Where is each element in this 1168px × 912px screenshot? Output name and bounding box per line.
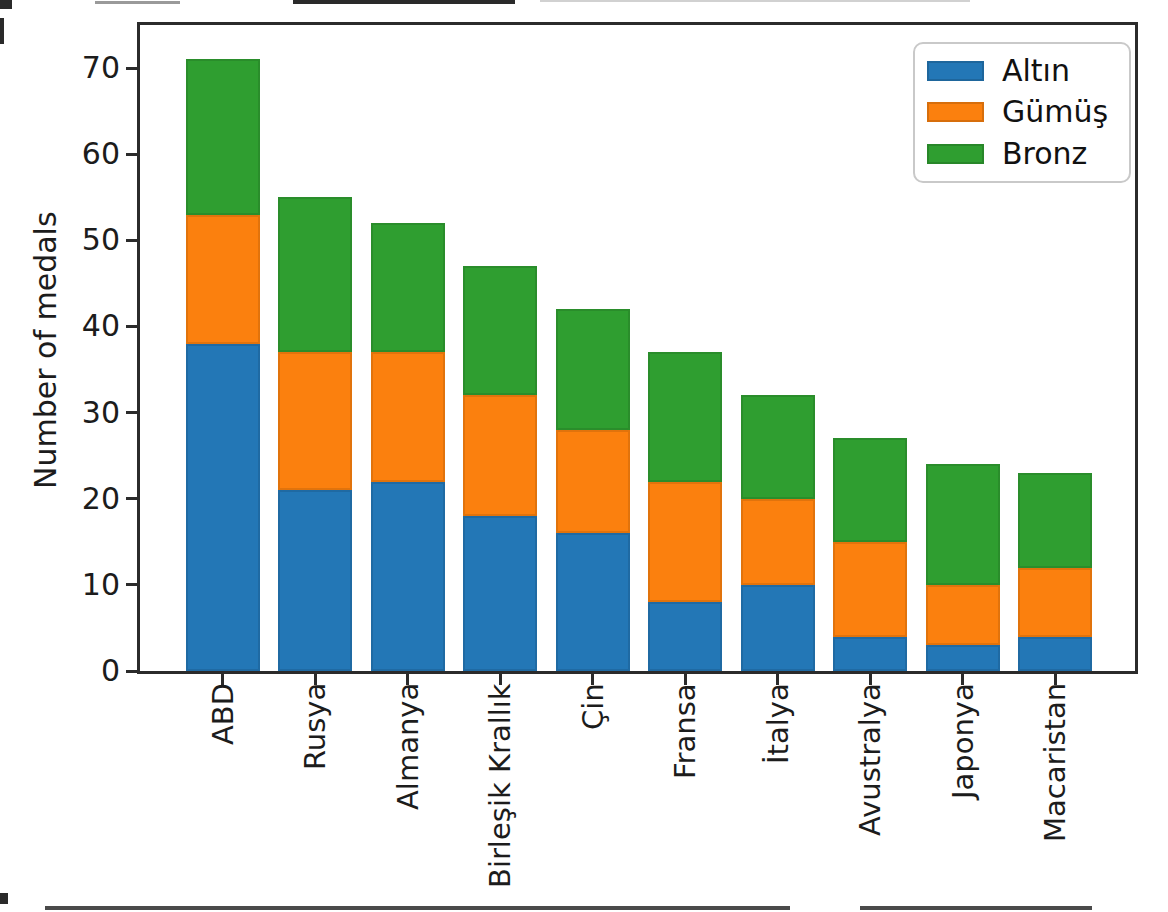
y-tick-label: 50 — [48, 225, 120, 255]
bar-Rusya — [278, 197, 352, 671]
bar-segment-Gümüş-Macaristan — [1018, 568, 1092, 637]
bar-segment-Bronz-İtalya — [741, 395, 815, 498]
bar-segment-Bronz-Birleşik Krallık — [463, 266, 537, 395]
bar-Almanya — [371, 223, 445, 671]
y-tick-label: 60 — [48, 139, 120, 169]
edge-artifact — [0, 893, 8, 904]
bar-segment-Gümüş-Almanya — [371, 352, 445, 481]
bar-Macaristan — [1018, 473, 1092, 671]
y-tick-label: 70 — [48, 53, 120, 83]
y-tick-mark — [126, 67, 140, 70]
bar-segment-Altın-Avustralya — [833, 637, 907, 671]
x-tick-label: Çin — [575, 683, 611, 911]
y-tick-label: 40 — [48, 311, 120, 341]
bar-segment-Altın-İtalya — [741, 585, 815, 671]
y-tick-mark — [126, 239, 140, 242]
x-tick-label: Birleşik Krallık — [482, 683, 518, 911]
edge-artifact — [0, 0, 12, 9]
x-tick-label: Almanya — [390, 683, 426, 911]
figure: Number of medals 010203040506070 ABDRusy… — [0, 0, 1168, 912]
bar-segment-Bronz-Avustralya — [833, 438, 907, 541]
y-tick-mark — [126, 497, 140, 500]
x-tick-label: Rusya — [297, 683, 333, 911]
bar-segment-Altın-Rusya — [278, 490, 352, 671]
x-tick-label: Fransa — [667, 683, 703, 911]
y-tick-label: 10 — [48, 570, 120, 600]
x-tick-label: ABD — [205, 683, 241, 911]
legend-swatch-Gümüş — [927, 102, 984, 122]
bar-segment-Altın-Almanya — [371, 482, 445, 671]
legend-row-Altın: Altın — [927, 55, 1117, 87]
bar-segment-Gümüş-Rusya — [278, 352, 352, 490]
legend-label-Bronz: Bronz — [1002, 138, 1087, 170]
edge-artifact — [0, 18, 4, 44]
x-tick-label: Japonya — [945, 683, 981, 911]
legend-row-Gümüş: Gümüş — [927, 96, 1117, 128]
y-tick-mark — [126, 153, 140, 156]
y-tick-label: 20 — [48, 484, 120, 514]
y-tick-label: 0 — [48, 656, 120, 686]
x-tick-label: İtalya — [760, 683, 796, 911]
bar-İtalya — [741, 395, 815, 671]
edge-artifact — [540, 0, 970, 2]
bar-Fransa — [648, 352, 722, 671]
bar-segment-Bronz-Fransa — [648, 352, 722, 481]
y-tick-mark — [126, 411, 140, 414]
y-tick-mark — [126, 325, 140, 328]
legend-swatch-Altın — [927, 61, 984, 81]
legend: Altın Gümüş Bronz — [913, 42, 1131, 183]
bar-segment-Gümüş-Avustralya — [833, 542, 907, 637]
y-tick-mark — [126, 670, 140, 673]
y-tick-label: 30 — [48, 398, 120, 428]
legend-swatch-Bronz — [927, 144, 984, 164]
bar-segment-Gümüş-Fransa — [648, 482, 722, 603]
bar-segment-Gümüş-ABD — [186, 215, 260, 344]
bar-segment-Gümüş-İtalya — [741, 499, 815, 585]
bar-segment-Bronz-Çin — [556, 309, 630, 430]
edge-artifact — [95, 1, 180, 4]
bar-segment-Altın-Fransa — [648, 602, 722, 671]
bar-ABD — [186, 59, 260, 671]
bar-segment-Bronz-Macaristan — [1018, 473, 1092, 568]
bar-segment-Altın-ABD — [186, 344, 260, 671]
bar-segment-Altın-Japonya — [926, 645, 1000, 671]
bar-Avustralya — [833, 438, 907, 671]
bar-segment-Altın-Macaristan — [1018, 637, 1092, 671]
bar-segment-Bronz-Japonya — [926, 464, 1000, 585]
bar-segment-Bronz-ABD — [186, 59, 260, 214]
bar-segment-Gümüş-Çin — [556, 430, 630, 533]
legend-row-Bronz: Bronz — [927, 138, 1117, 170]
bar-segment-Altın-Birleşik Krallık — [463, 516, 537, 671]
x-tick-label: Macaristan — [1037, 683, 1073, 911]
legend-label-Gümüş: Gümüş — [1002, 96, 1108, 128]
x-tick-label: Avustralya — [852, 683, 888, 911]
bar-segment-Altın-Çin — [556, 533, 630, 671]
edge-artifact — [293, 0, 515, 4]
bar-segment-Bronz-Rusya — [278, 197, 352, 352]
bar-Çin — [556, 309, 630, 671]
bar-segment-Bronz-Almanya — [371, 223, 445, 352]
bar-Birleşik Krallık — [463, 266, 537, 671]
legend-label-Altın: Altın — [1002, 55, 1070, 87]
edge-artifact — [860, 906, 1092, 910]
bar-segment-Gümüş-Japonya — [926, 585, 1000, 645]
bar-Japonya — [926, 464, 1000, 671]
edge-artifact — [45, 906, 790, 910]
y-tick-mark — [126, 583, 140, 586]
bar-segment-Gümüş-Birleşik Krallık — [463, 395, 537, 516]
